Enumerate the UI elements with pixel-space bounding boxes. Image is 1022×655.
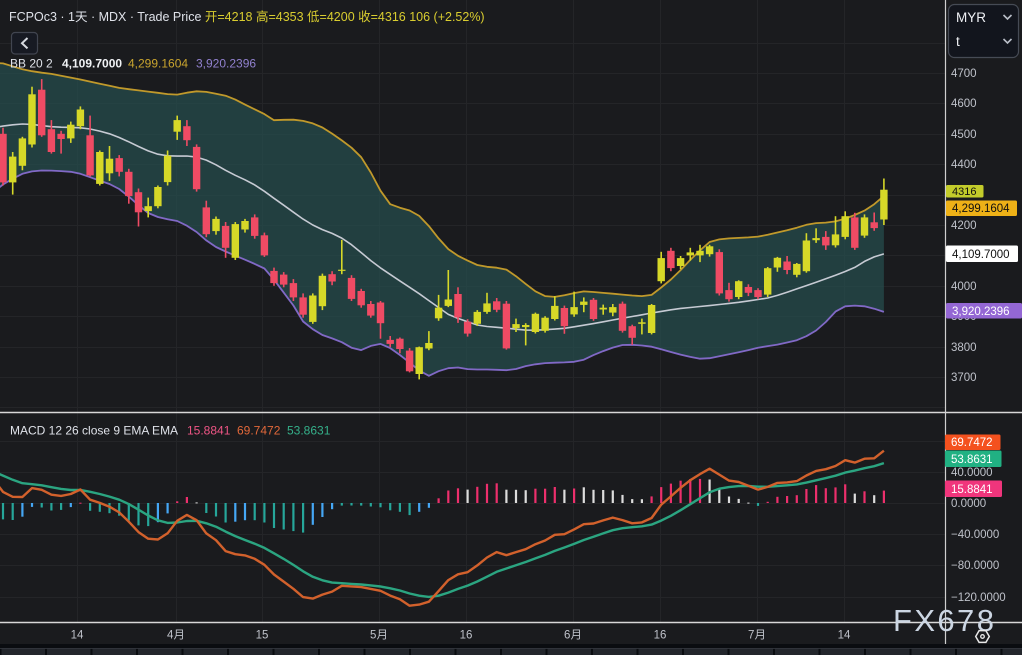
svg-text:16: 16 [654, 630, 667, 642]
svg-text:3800: 3800 [951, 342, 977, 354]
svg-text:4500: 4500 [951, 129, 977, 141]
svg-text:4000: 4000 [951, 281, 977, 293]
svg-text:4,109.7000: 4,109.7000 [952, 249, 1010, 261]
svg-text:MACD 12 26 close 9 EMA EMA 15: MACD 12 26 close 9 EMA EMA 15.8841 69.747… [10, 424, 331, 438]
svg-text:4316: 4316 [952, 186, 976, 198]
svg-text:FCPOc3 · 1天 · MDX · Trade Pric: FCPOc3 · 1天 · MDX · Trade Price 开=4218 高… [9, 9, 485, 24]
svg-text:3700: 3700 [951, 372, 977, 384]
svg-text:4200: 4200 [951, 220, 977, 232]
svg-text:53.8631: 53.8631 [951, 454, 993, 466]
svg-text:15.8841: 15.8841 [951, 484, 993, 496]
svg-text:4700: 4700 [951, 68, 977, 80]
svg-text:7月: 7月 [748, 630, 766, 642]
svg-text:5月: 5月 [370, 630, 388, 642]
svg-text:−120.0000: −120.0000 [951, 592, 1006, 604]
svg-text:MYR: MYR [956, 10, 986, 25]
svg-text:6月: 6月 [564, 630, 582, 642]
svg-text:FX678: FX678 [893, 603, 996, 638]
svg-text:3,920.2396: 3,920.2396 [952, 306, 1010, 318]
svg-text:t: t [956, 34, 960, 49]
svg-text:40.0000: 40.0000 [951, 467, 993, 479]
svg-text:16: 16 [460, 630, 473, 642]
svg-text:4600: 4600 [951, 98, 977, 110]
svg-text:4月: 4月 [167, 630, 185, 642]
svg-text:4,299.1604: 4,299.1604 [952, 203, 1010, 215]
svg-text:15: 15 [256, 630, 269, 642]
svg-text:14: 14 [71, 630, 84, 642]
svg-text:69.7472: 69.7472 [951, 437, 993, 449]
svg-text:−80.0000: −80.0000 [951, 560, 999, 572]
svg-text:−40.0000: −40.0000 [951, 529, 999, 541]
svg-text:14: 14 [838, 630, 851, 642]
svg-text:4400: 4400 [951, 159, 977, 171]
svg-text:0.0000: 0.0000 [951, 498, 986, 510]
